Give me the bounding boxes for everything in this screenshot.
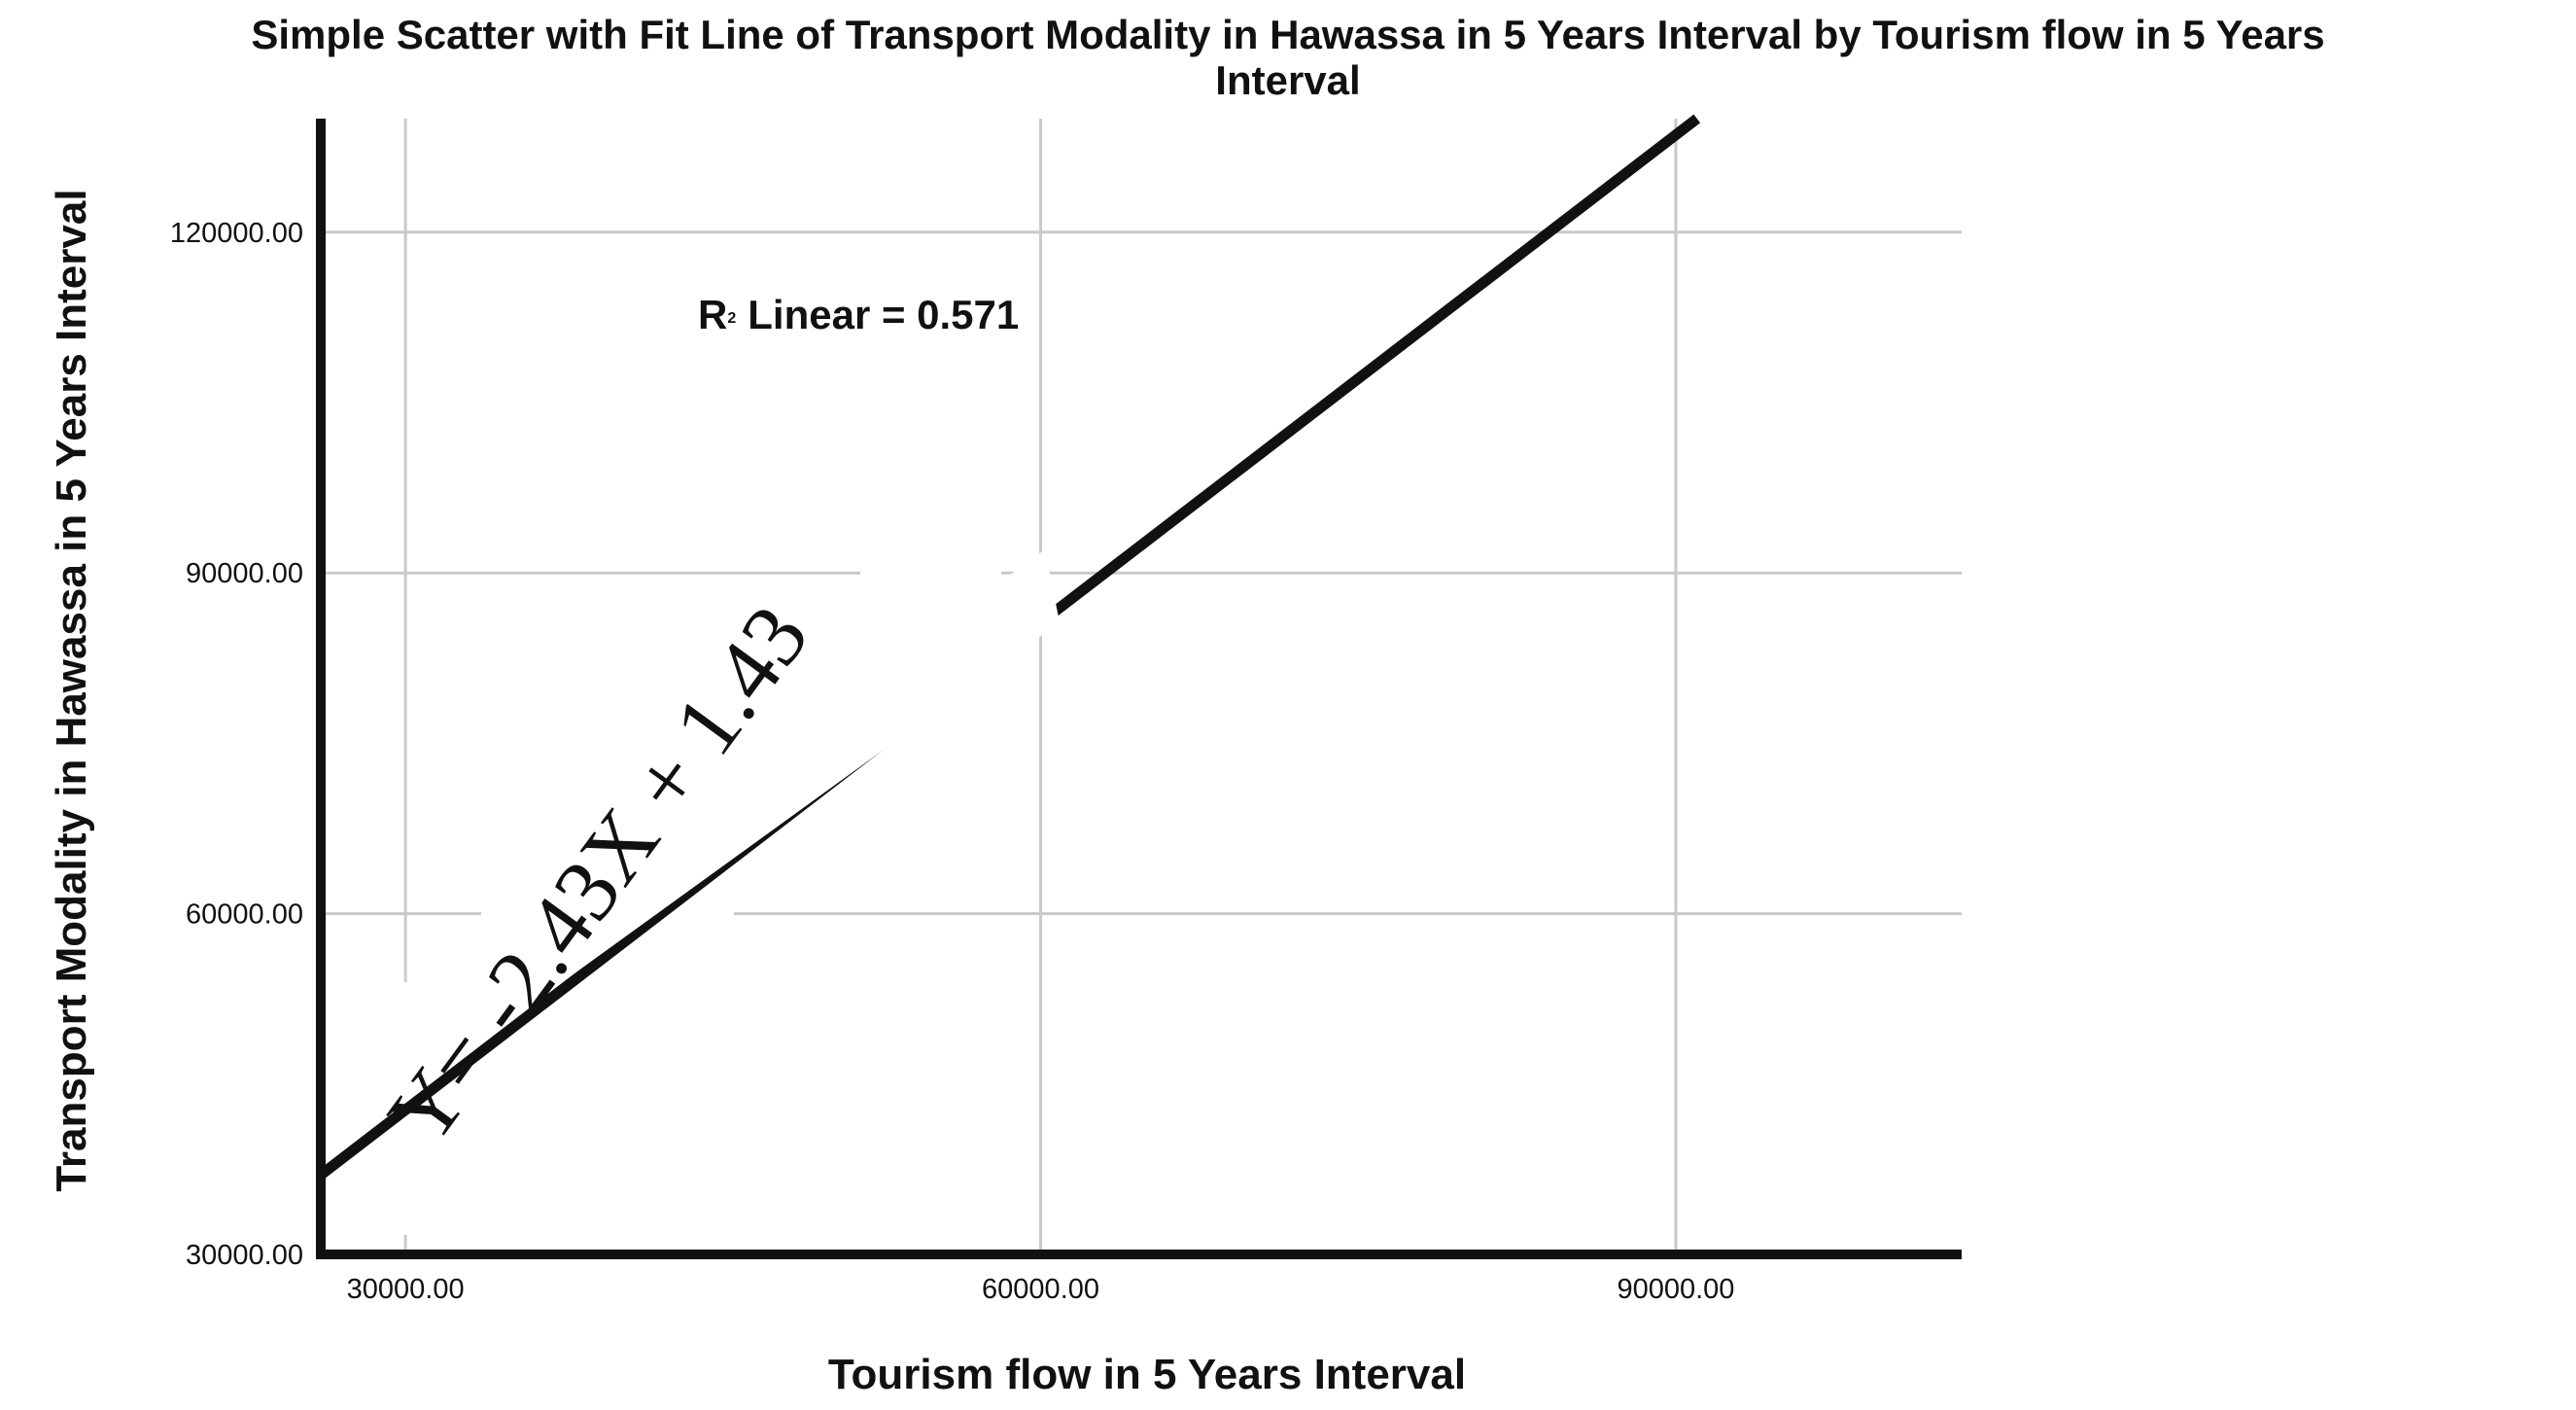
r-squared-value: Linear = 0.571 bbox=[748, 292, 1019, 337]
regression-equation: Y= -2.43X + 1.43 bbox=[368, 587, 827, 1162]
r-squared-annotation: R2 Linear = 0.571 bbox=[698, 292, 1019, 337]
chart-title-line-1: Simple Scatter with Fit Line of Transpor… bbox=[251, 12, 2324, 57]
x-tick-label: 90000.00 bbox=[1617, 1274, 1734, 1305]
gridlines bbox=[321, 119, 1962, 1256]
chart-title-line-2: Interval bbox=[1215, 57, 1360, 103]
r-squared-superscript: 2 bbox=[727, 310, 736, 327]
x-tick-label: 60000.00 bbox=[982, 1274, 1099, 1305]
y-tick-label: 120000.00 bbox=[170, 218, 303, 249]
tick-labels: 30000.00 60000.00 90000.00 30000.00 60000.00… bbox=[170, 218, 1735, 1305]
y-tick-label: 30000.00 bbox=[186, 1240, 303, 1271]
y-tick-label: 90000.00 bbox=[186, 558, 303, 589]
r-squared-symbol: R bbox=[698, 292, 727, 337]
y-tick-label: 60000.00 bbox=[186, 899, 303, 931]
fit-line-gap bbox=[306, 549, 1060, 1157]
x-axis-title: Tourism flow in 5 Years Interval bbox=[828, 1351, 1466, 1398]
y-axis-title: Transport Modality in Hawassa in 5 Years… bbox=[48, 189, 95, 1191]
x-tick-label: 30000.00 bbox=[347, 1274, 465, 1305]
